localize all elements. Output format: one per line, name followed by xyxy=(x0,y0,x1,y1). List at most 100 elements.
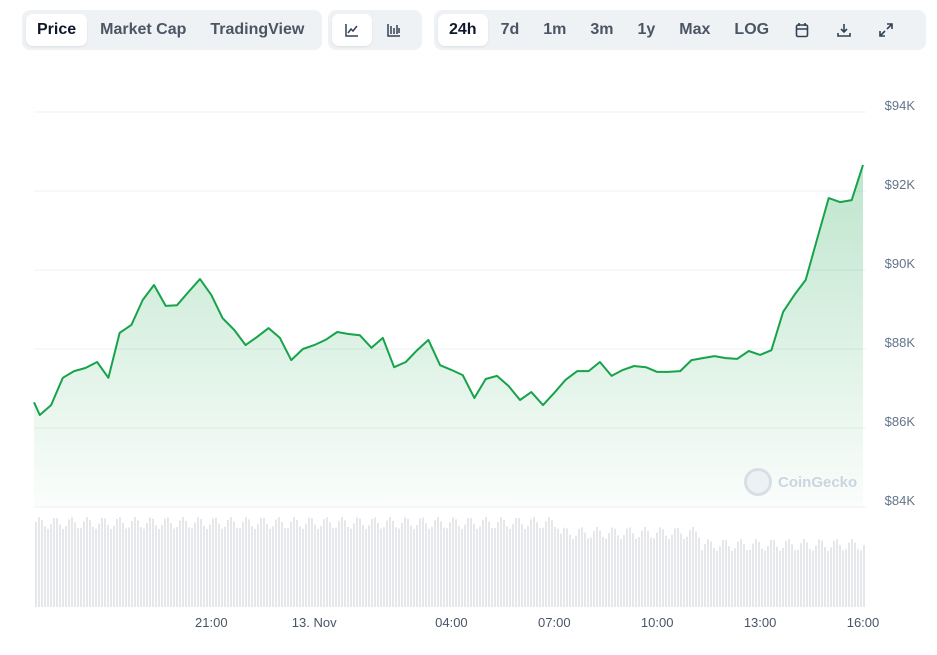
volume-bar xyxy=(293,517,295,607)
volume-bar xyxy=(611,527,613,607)
volume-bar xyxy=(836,539,838,607)
volume-bar xyxy=(719,546,721,607)
volume-bar xyxy=(50,524,52,607)
line-chart-button[interactable] xyxy=(332,14,372,46)
volume-bar xyxy=(446,528,448,607)
download-icon xyxy=(837,24,851,37)
volume-bar xyxy=(689,530,691,607)
volume-bar xyxy=(131,520,133,607)
volume-bar xyxy=(734,548,736,607)
volume-bar xyxy=(161,525,163,607)
volume-bar xyxy=(134,517,136,607)
volume-bar xyxy=(47,528,49,607)
volume-bar xyxy=(848,542,850,607)
volume-bar xyxy=(530,519,532,607)
volume-bar xyxy=(671,534,673,607)
candlestick-chart-button[interactable] xyxy=(374,14,414,46)
x-tick-label: 21:00 xyxy=(195,615,228,630)
volume-bar xyxy=(821,540,823,607)
price-chart[interactable]: $84K $86K $88K $90K $92K $94K 21:00 13. Nov 04:… xyxy=(0,60,937,655)
tab-market-cap[interactable]: Market Cap xyxy=(100,21,187,38)
volume-bar xyxy=(83,521,85,607)
log-toggle[interactable]: LOG xyxy=(734,21,770,38)
volume-bar xyxy=(239,528,241,607)
volume-bar xyxy=(473,523,475,607)
volume-bar xyxy=(269,528,271,607)
view-tabs: Price Market Cap TradingView xyxy=(22,10,322,50)
volume-bar xyxy=(602,537,604,607)
volume-bar xyxy=(773,540,775,607)
x-tick-label: 16:00 xyxy=(847,615,880,630)
range-1m[interactable]: 1m xyxy=(543,21,567,38)
volume-bar xyxy=(311,518,313,607)
volume-bar xyxy=(389,517,391,607)
volume-bar xyxy=(314,524,316,607)
volume-bar xyxy=(818,539,820,607)
volume-bar xyxy=(587,538,589,607)
volume-bar xyxy=(38,517,40,607)
volume-bar xyxy=(251,526,253,607)
chart-type-toggle xyxy=(328,10,422,50)
volume-bar xyxy=(551,520,553,607)
volume-bar xyxy=(170,523,172,607)
volume-bar xyxy=(80,527,82,607)
volume-bar xyxy=(761,548,763,607)
range-7d[interactable]: 7d xyxy=(500,21,520,38)
volume-bar xyxy=(815,545,817,607)
volume-bar xyxy=(449,522,451,607)
volume-bar xyxy=(167,517,169,607)
volume-bar xyxy=(353,523,355,607)
volume-bar xyxy=(230,517,232,607)
coingecko-watermark: CoinGecko xyxy=(744,468,857,496)
volume-bar xyxy=(401,522,403,607)
volume-bar xyxy=(824,547,826,607)
volume-bar xyxy=(857,549,859,607)
volume-bar xyxy=(575,535,577,607)
volume-bar xyxy=(572,538,574,607)
x-tick-label: 04:00 xyxy=(435,615,468,630)
calendar-button[interactable] xyxy=(782,14,822,46)
volume-bar xyxy=(746,550,748,607)
volume-bar xyxy=(623,535,625,607)
volume-bar xyxy=(290,521,292,607)
volume-bar xyxy=(695,531,697,607)
volume-bar xyxy=(701,550,703,607)
volume-bar xyxy=(296,519,298,607)
tab-tradingview[interactable]: TradingView xyxy=(210,21,305,38)
tab-price[interactable]: Price xyxy=(26,14,88,46)
volume-bar xyxy=(725,539,727,607)
volume-bar xyxy=(779,550,781,607)
volume-bar xyxy=(302,528,304,607)
download-button[interactable] xyxy=(824,14,864,46)
volume-bar xyxy=(443,527,445,607)
volume-bar xyxy=(479,526,481,607)
y-tick-label: $84K xyxy=(885,493,916,508)
volume-bar xyxy=(677,527,679,607)
volume-bar xyxy=(125,528,127,607)
x-tick-label: 10:00 xyxy=(641,615,674,630)
volume-bar xyxy=(149,517,151,607)
volume-bar xyxy=(464,524,466,607)
range-3m[interactable]: 3m xyxy=(590,21,614,38)
volume-bar xyxy=(839,544,841,607)
volume-bar xyxy=(632,533,634,607)
volume-bar xyxy=(110,528,112,607)
volume-bar xyxy=(182,517,184,607)
volume-bar xyxy=(704,544,706,607)
volume-bar xyxy=(863,544,865,607)
volume-bar xyxy=(560,533,562,607)
volume-bar xyxy=(101,517,103,607)
volume-bar xyxy=(386,520,388,607)
range-max[interactable]: Max xyxy=(679,21,711,38)
volume-bar xyxy=(566,528,568,607)
volume-bar xyxy=(377,522,379,607)
range-24h[interactable]: 24h xyxy=(438,14,488,46)
volume-bar xyxy=(749,549,751,607)
fullscreen-button[interactable] xyxy=(866,14,906,46)
volume-bar xyxy=(533,517,535,607)
volume-bar xyxy=(767,545,769,607)
range-1y[interactable]: 1y xyxy=(637,21,656,38)
volume-bar xyxy=(509,528,511,607)
volume-bar xyxy=(626,528,628,607)
volume-bar xyxy=(281,521,283,607)
